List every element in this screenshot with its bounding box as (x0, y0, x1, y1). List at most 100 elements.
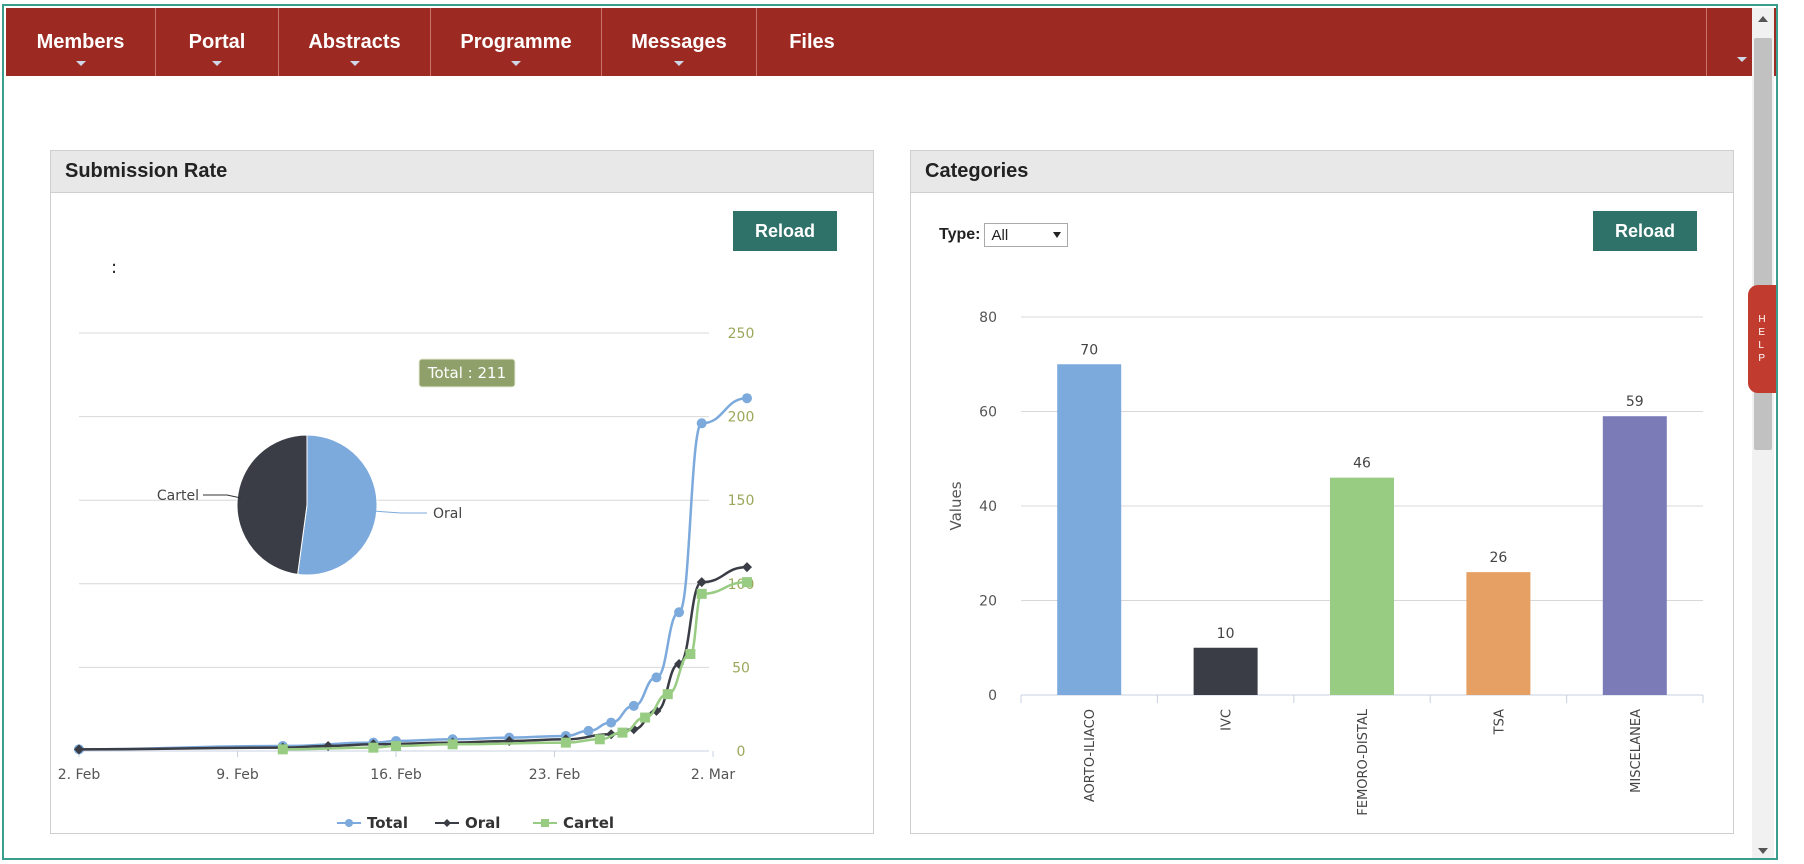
help-letter: P (1758, 353, 1766, 364)
bar-ivc (1193, 647, 1258, 695)
data-point (696, 418, 707, 429)
data-point (628, 700, 639, 711)
legend-item-cartel: Cartel (563, 814, 614, 832)
nav-programme-label: Programme (460, 30, 572, 53)
data-point (640, 712, 651, 723)
page-scrollbar[interactable] (1752, 8, 1774, 858)
data-point (662, 689, 673, 700)
submission-rate-title: Submission Rate (51, 151, 873, 193)
nav-programme[interactable]: Programme (431, 8, 602, 76)
bar-data-label: 46 (1353, 456, 1371, 472)
data-point (583, 725, 594, 736)
nav-abstracts[interactable]: Abstracts (279, 8, 431, 76)
nav-more-menu[interactable] (1706, 8, 1776, 76)
x-category-label: IVC (1220, 709, 1235, 731)
y-tick-label: 50 (732, 660, 750, 676)
data-point (651, 672, 662, 683)
submission-reload-button[interactable]: Reload (733, 211, 837, 251)
y-axis-label: Values (947, 481, 965, 530)
bar-data-label: 70 (1080, 342, 1098, 358)
legend-marker (345, 819, 353, 827)
app-window: Members Portal Abstracts Programme Messa… (2, 4, 1778, 860)
data-point (696, 577, 707, 588)
x-category-label: FEMORO-DISTAL (1356, 708, 1371, 815)
x-tick-label: 9. Feb (216, 767, 259, 783)
pie-connector (203, 494, 242, 499)
scroll-down-icon[interactable] (1758, 848, 1768, 854)
y-tick-label: 60 (979, 405, 997, 421)
data-point (674, 659, 685, 670)
chevron-down-icon (1737, 57, 1747, 62)
bar-femoro-distal (1330, 477, 1394, 695)
nav-members[interactable]: Members (6, 8, 156, 76)
x-category-label: TSA (1492, 709, 1507, 735)
categories-reload-button[interactable]: Reload (1593, 211, 1697, 251)
nav-portal-label: Portal (188, 30, 246, 53)
help-letter: E (1758, 327, 1766, 338)
categories-title: Categories (911, 151, 1733, 193)
categories-chart: 0 20 40 60 80 70 AORTO-ILIACO 10 IVC 46 FEMORO-DI… (947, 310, 1704, 816)
y-tick-label: 0 (988, 688, 997, 704)
nav-messages[interactable]: Messages (602, 8, 757, 76)
chevron-down-icon (511, 61, 521, 66)
data-point (560, 737, 571, 748)
x-tick-label: 2. Feb (58, 767, 101, 783)
nav-files[interactable]: Files (757, 8, 867, 76)
x-tick-label: 2. Mar (691, 767, 735, 783)
dropdown-arrow-icon (1053, 232, 1062, 238)
y-tick-label: 80 (979, 310, 997, 326)
pie-slice-cartel (236, 434, 308, 575)
bar-data-label: 59 (1626, 394, 1644, 410)
data-point (742, 562, 752, 573)
x-tick-label: 16. Feb (370, 767, 422, 783)
data-point (447, 739, 458, 750)
scroll-up-icon[interactable] (1758, 16, 1768, 22)
y-tick-label: 250 (728, 326, 755, 342)
pie-label-oral: Oral (433, 506, 462, 522)
chevron-down-icon (674, 61, 684, 66)
chart-tooltip: Total : 211 (418, 358, 516, 388)
type-select-value: All (991, 226, 1009, 244)
x-tick-label: 23. Feb (529, 767, 581, 783)
bar-aorto-iliaco (1057, 364, 1122, 695)
data-point (277, 744, 288, 755)
legend-item-oral: Oral (465, 814, 500, 832)
type-filter-label: Type: (939, 226, 981, 243)
pie-connector (372, 510, 427, 514)
pie-label-cartel: Cartel (157, 488, 199, 504)
data-point (606, 717, 617, 728)
help-letter: H (1758, 314, 1766, 325)
nav-messages-label: Messages (631, 30, 727, 53)
chevron-down-icon (349, 61, 360, 66)
help-letter: L (1758, 340, 1764, 351)
data-point (742, 577, 752, 588)
pie-slice-oral (297, 434, 378, 576)
data-point (742, 393, 752, 404)
nav-portal[interactable]: Portal (156, 8, 279, 76)
nav-files-label: Files (789, 30, 835, 53)
nav-members-label: Members (36, 30, 125, 53)
tooltip-text: Total : 211 (427, 364, 506, 382)
submission-rate-chart: 2. Feb 9. Feb 16. Feb 23. Feb 2. Mar 0501001… (58, 257, 755, 832)
chevron-down-icon (212, 61, 222, 66)
chevron-down-icon (75, 61, 86, 66)
series-line-total (78, 396, 748, 751)
data-point (696, 588, 707, 599)
bar-tsa (1466, 572, 1531, 695)
y-tick-label: 200 (728, 410, 755, 426)
categories-panel: Categories Type: All Reload 0 20 40 60 80 70… (910, 150, 1734, 834)
top-navbar: Members Portal Abstracts Programme Messa… (6, 8, 1776, 76)
submission-rate-panel: Submission Rate Reload 2. Feb 9. Feb 16. F… (50, 150, 874, 834)
y-tick-label: 150 (728, 493, 755, 509)
legend-marker (443, 819, 451, 827)
data-point (594, 734, 605, 745)
type-select[interactable]: All (984, 223, 1069, 247)
data-point (617, 727, 628, 738)
x-category-label: MISCELANEA (1629, 709, 1644, 793)
data-point (391, 740, 402, 751)
type-filter: Type: All (939, 223, 1069, 247)
x-category-label: AORTO-ILIACO (1083, 709, 1098, 802)
legend-item-total: Total (367, 814, 408, 832)
